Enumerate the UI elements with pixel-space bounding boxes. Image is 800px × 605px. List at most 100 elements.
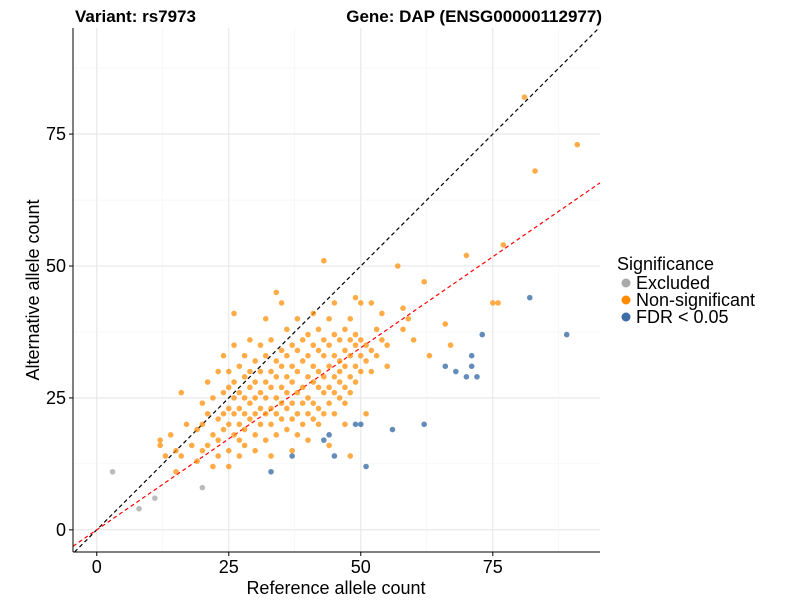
point-non-significant: [284, 374, 290, 380]
y-tick-label: 50: [46, 256, 66, 276]
y-tick-label: 75: [46, 124, 66, 144]
point-non-significant: [321, 337, 327, 343]
point-non-significant: [321, 389, 327, 396]
point-non-significant: [215, 453, 222, 459]
point-non-significant: [331, 410, 338, 417]
point-non-significant: [336, 358, 343, 364]
point-non-significant: [532, 168, 538, 174]
point-non-significant: [426, 352, 433, 359]
point-non-significant: [268, 384, 274, 391]
point-non-significant: [252, 432, 258, 438]
point-excluded: [199, 484, 206, 491]
point-fdr-0-05: [363, 463, 369, 470]
point-non-significant: [384, 363, 390, 370]
point-non-significant: [215, 437, 222, 443]
point-non-significant: [299, 384, 306, 391]
point-non-significant: [347, 389, 354, 396]
point-non-significant: [305, 410, 311, 417]
point-non-significant: [236, 421, 243, 428]
point-fdr-0-05: [389, 426, 396, 433]
point-non-significant: [268, 453, 274, 459]
point-fdr-0-05: [326, 432, 332, 438]
point-non-significant: [268, 337, 274, 343]
point-non-significant: [331, 389, 338, 396]
point-non-significant: [284, 326, 290, 333]
point-non-significant: [210, 432, 216, 438]
point-non-significant: [394, 263, 401, 269]
point-non-significant: [236, 453, 243, 459]
point-fdr-0-05: [321, 437, 327, 443]
point-non-significant: [305, 437, 311, 443]
point-non-significant: [347, 337, 354, 343]
point-non-significant: [347, 453, 354, 459]
point-non-significant: [326, 363, 332, 370]
point-non-significant: [278, 363, 285, 370]
point-non-significant: [315, 368, 322, 375]
point-non-significant: [331, 352, 338, 359]
point-non-significant: [294, 432, 301, 438]
point-non-significant: [278, 347, 285, 354]
legend-label: FDR < 0.05: [636, 307, 729, 327]
point-non-significant: [225, 463, 232, 470]
point-non-significant: [331, 331, 338, 338]
point-non-significant: [310, 379, 317, 385]
point-non-significant: [294, 315, 301, 322]
point-non-significant: [194, 458, 200, 465]
point-fdr-0-05: [474, 374, 480, 380]
point-non-significant: [305, 395, 311, 401]
point-non-significant: [278, 384, 285, 391]
point-non-significant: [210, 463, 216, 470]
fit-reference-line: [72, 182, 601, 547]
point-non-significant: [336, 368, 343, 375]
point-non-significant: [162, 453, 169, 459]
point-non-significant: [252, 410, 258, 417]
point-fdr-0-05: [352, 421, 359, 428]
point-non-significant: [257, 405, 264, 412]
point-non-significant: [268, 368, 274, 375]
point-non-significant: [294, 389, 301, 396]
point-non-significant: [400, 326, 406, 333]
point-fdr-0-05: [468, 363, 475, 370]
point-non-significant: [178, 389, 185, 396]
gridlines: [73, 28, 600, 552]
point-non-significant: [225, 368, 232, 375]
point-non-significant: [294, 410, 301, 417]
legend-marker-fdr-0-05: [621, 312, 631, 322]
x-tick-label: 50: [351, 557, 371, 577]
point-non-significant: [352, 294, 359, 301]
point-non-significant: [294, 368, 301, 375]
point-non-significant: [490, 300, 496, 306]
point-non-significant: [347, 374, 354, 380]
point-non-significant: [342, 421, 348, 428]
point-non-significant: [273, 410, 280, 417]
point-non-significant: [189, 442, 195, 449]
point-non-significant: [220, 426, 227, 433]
point-non-significant: [199, 447, 206, 454]
x-tick-label: 25: [219, 557, 239, 577]
point-non-significant: [262, 410, 269, 417]
point-non-significant: [442, 321, 449, 327]
point-non-significant: [336, 379, 343, 385]
point-non-significant: [173, 447, 179, 454]
point-non-significant: [273, 374, 280, 380]
point-non-significant: [299, 421, 306, 428]
point-fdr-0-05: [289, 453, 295, 459]
point-fdr-0-05: [268, 468, 274, 475]
point-non-significant: [247, 416, 253, 422]
point-non-significant: [342, 347, 348, 354]
point-non-significant: [463, 252, 470, 259]
point-non-significant: [252, 358, 258, 364]
point-non-significant: [157, 437, 163, 443]
point-non-significant: [178, 453, 185, 459]
point-non-significant: [315, 421, 322, 428]
point-non-significant: [357, 300, 364, 306]
point-non-significant: [289, 379, 295, 385]
point-non-significant: [310, 363, 317, 370]
point-non-significant: [321, 257, 327, 264]
point-non-significant: [326, 384, 332, 391]
point-non-significant: [305, 374, 311, 380]
point-fdr-0-05: [463, 374, 470, 380]
point-non-significant: [225, 447, 232, 454]
point-non-significant: [326, 400, 332, 406]
point-non-significant: [305, 352, 311, 359]
